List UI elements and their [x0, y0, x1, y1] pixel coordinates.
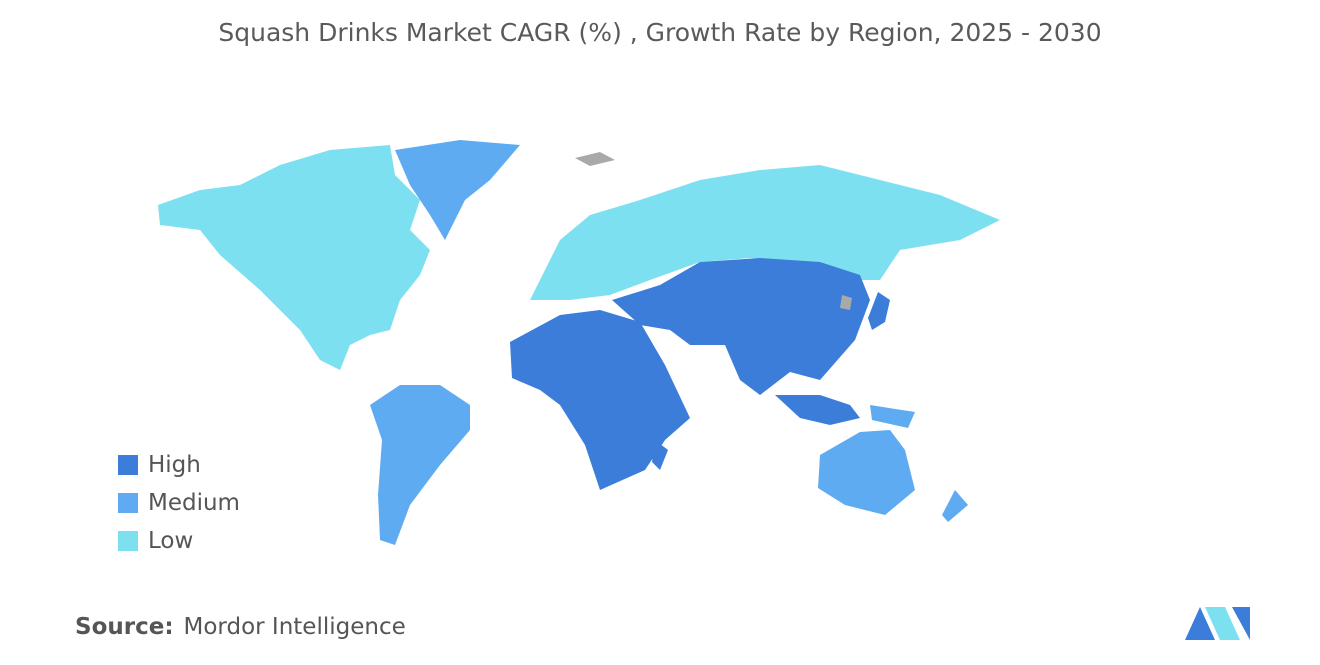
legend-item: Medium [118, 490, 240, 516]
legend-label: Low [148, 528, 194, 554]
southeast-asia [775, 395, 860, 425]
legend-label: High [148, 452, 201, 478]
south-america [370, 385, 470, 545]
korea [840, 295, 852, 310]
australia [818, 430, 915, 515]
source-text: Mordor Intelligence [183, 614, 406, 640]
source-label: Source: [75, 614, 174, 640]
north-america [158, 145, 430, 370]
svalbard [575, 152, 615, 166]
new-zealand [942, 490, 968, 522]
title: Squash Drinks Market CAGR (%) , Growth R… [218, 18, 1102, 47]
papua [870, 405, 915, 428]
legend-swatch [118, 531, 138, 551]
legend-item: High [118, 452, 201, 478]
madagascar [652, 440, 668, 470]
asia [612, 258, 870, 395]
legend-label: Medium [148, 490, 240, 516]
source: Source: Mordor Intelligence [75, 614, 406, 640]
africa [510, 310, 690, 490]
legend-swatch [118, 455, 138, 475]
europe-russia [530, 165, 1000, 300]
greenland [395, 140, 520, 240]
japan [868, 292, 890, 330]
legend-swatch [118, 493, 138, 513]
legend-item: Low [118, 528, 193, 554]
logo [1185, 607, 1250, 640]
